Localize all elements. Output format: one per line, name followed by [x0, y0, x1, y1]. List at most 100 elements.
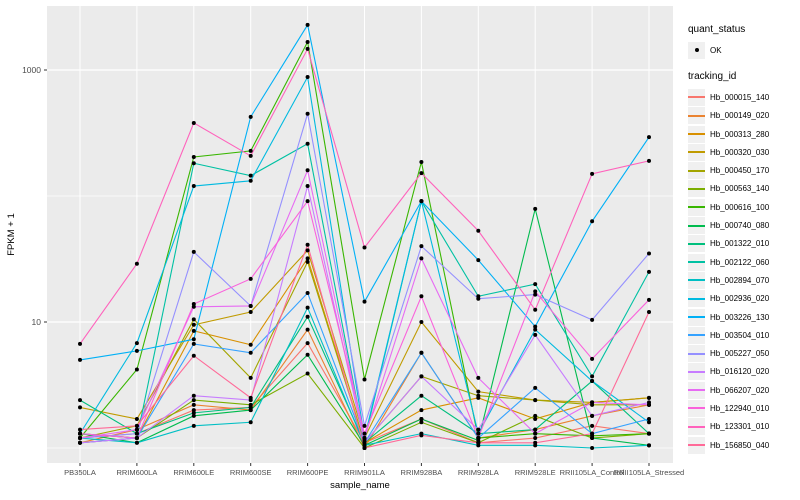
data-point — [476, 427, 481, 432]
x-tick-label: RRIM901LA — [344, 468, 385, 477]
legend-item-tracking: Hb_000320_030 — [688, 143, 800, 161]
data-point — [419, 420, 424, 425]
data-point — [362, 423, 367, 428]
series-color-swatch — [688, 235, 705, 253]
legend-item-tracking: Hb_002122_060 — [688, 253, 800, 271]
data-point — [533, 332, 538, 337]
data-point — [191, 410, 196, 415]
data-point — [78, 440, 82, 445]
data-point — [305, 74, 310, 79]
legend-label: Hb_003504_010 — [710, 330, 770, 340]
data-point — [248, 405, 253, 410]
y-tick-label: 10 — [32, 317, 42, 327]
legend-item-tracking: Hb_123301_010 — [688, 418, 800, 436]
series-color-swatch — [688, 180, 705, 198]
data-point — [362, 431, 367, 436]
data-point — [134, 427, 139, 432]
data-point — [305, 39, 310, 44]
series-color-swatch — [688, 308, 705, 326]
data-point — [476, 228, 481, 233]
data-point — [191, 413, 196, 418]
data-point — [248, 420, 253, 425]
line-swatch-icon — [688, 187, 705, 190]
line-swatch-icon — [688, 169, 705, 172]
series-color-swatch — [688, 125, 705, 143]
data-point — [191, 249, 196, 254]
legend-item-tracking: Hb_005227_050 — [688, 344, 800, 363]
line-swatch-icon — [688, 407, 705, 410]
data-point — [191, 393, 196, 398]
data-point — [476, 258, 481, 263]
data-point — [476, 431, 481, 436]
data-point — [533, 436, 538, 441]
data-point — [647, 443, 651, 448]
legend-label: Hb_000313_280 — [710, 129, 770, 139]
data-point — [419, 244, 424, 249]
data-point — [419, 160, 424, 165]
data-point — [590, 317, 595, 322]
series-color-swatch — [688, 345, 705, 363]
data-point — [533, 427, 538, 432]
line-swatch-icon — [688, 389, 705, 392]
data-point — [476, 440, 481, 445]
x-tick-label: RRIM600PE — [287, 468, 329, 477]
data-point — [248, 310, 253, 315]
data-point — [476, 436, 481, 441]
data-point — [533, 292, 538, 297]
series-color-swatch — [688, 88, 705, 106]
data-point — [419, 433, 424, 438]
x-tick-label: RRIM928BA — [401, 468, 443, 477]
legend-label: Hb_000320_030 — [710, 147, 770, 157]
legend-label: Hb_002894_070 — [710, 275, 770, 285]
x-tick-label: RRIM928LA — [458, 468, 499, 477]
data-point — [305, 184, 310, 189]
series-color-swatch — [688, 217, 705, 235]
legend-item-tracking: Hb_000740_080 — [688, 216, 800, 235]
legend-item-tracking: Hb_000563_140 — [688, 180, 800, 198]
data-point — [533, 206, 538, 211]
x-tick-label: PB350LA — [64, 468, 96, 477]
series-color-swatch — [688, 107, 705, 125]
data-point — [590, 171, 595, 176]
data-point — [533, 431, 538, 436]
legend-label: Hb_000616_100 — [710, 202, 770, 212]
data-point — [305, 259, 310, 264]
x-axis-title: sample_name — [330, 480, 390, 491]
data-point — [305, 248, 310, 253]
legend-label: Hb_000740_080 — [710, 221, 770, 231]
data-point — [419, 408, 424, 413]
x-tick-label: RRIM928LE — [515, 468, 556, 477]
y-tick-label: 1000 — [22, 65, 41, 75]
legend-label: Hb_003226_130 — [710, 312, 770, 322]
series-color-swatch — [688, 326, 705, 344]
series-color-swatch — [688, 271, 705, 289]
data-point — [134, 436, 139, 441]
data-point — [191, 161, 196, 166]
data-point — [647, 310, 651, 315]
legend-label: Hb_002936_020 — [710, 294, 770, 304]
series-color-swatch — [688, 399, 705, 417]
line-swatch-icon — [688, 316, 705, 318]
x-tick-label: RRIM600SE — [230, 468, 272, 477]
data-point — [590, 356, 595, 361]
legend-item-tracking: Hb_003504_010 — [688, 326, 800, 344]
data-point — [647, 416, 651, 421]
series-color-swatch — [688, 363, 705, 381]
legend-item-quant-ok: OK — [688, 41, 800, 59]
legend-label: Hb_005227_050 — [710, 349, 770, 359]
legend-item-tracking: Hb_000450_170 — [688, 161, 800, 180]
data-point — [305, 46, 310, 51]
legend: quant_status OK tracking_id Hb_000015_14… — [688, 24, 800, 454]
legend-label: Hb_016120_020 — [710, 367, 770, 377]
legend-item-tracking: Hb_000015_140 — [688, 88, 800, 106]
data-point — [305, 111, 310, 116]
data-point — [419, 320, 424, 324]
data-point — [78, 341, 82, 346]
data-point — [134, 348, 139, 353]
data-point — [248, 114, 253, 119]
data-point — [305, 352, 310, 357]
data-point — [191, 423, 196, 428]
data-point — [476, 393, 481, 398]
data-point — [248, 148, 253, 153]
series-color-swatch — [688, 143, 705, 161]
